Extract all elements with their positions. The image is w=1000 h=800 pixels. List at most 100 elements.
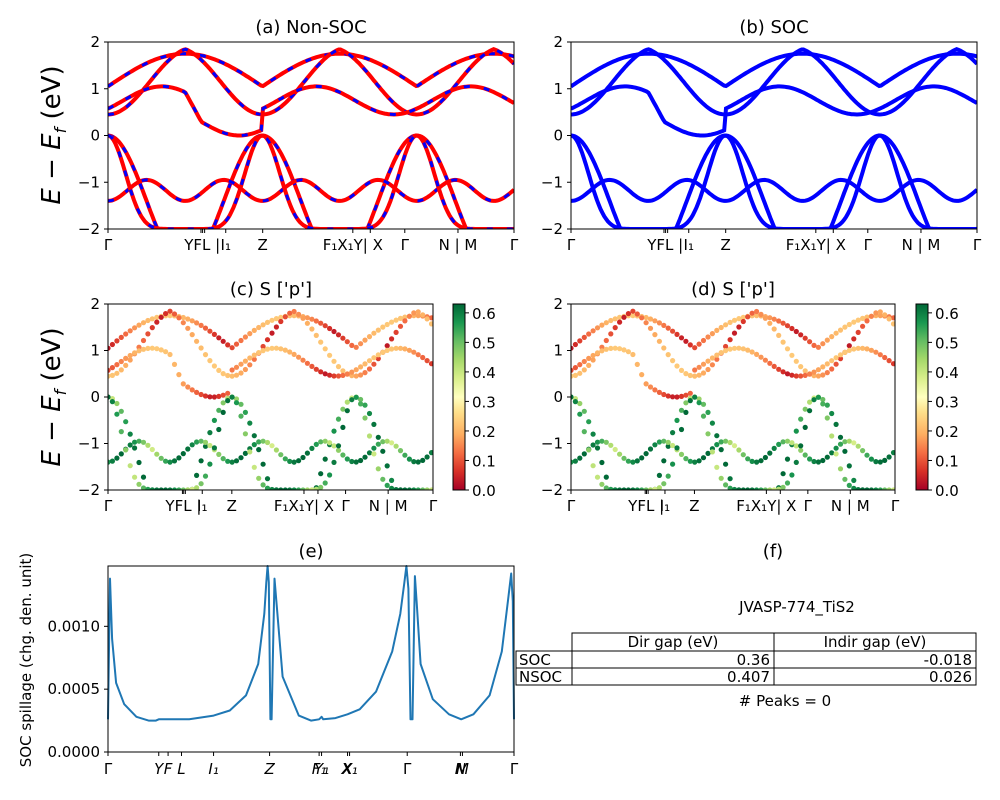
band-point — [617, 451, 623, 457]
band-point — [873, 497, 878, 502]
band-point — [683, 400, 689, 406]
band-point — [291, 351, 297, 357]
band-point — [665, 439, 671, 445]
x-tick-label: N | M — [831, 497, 870, 515]
band-point — [389, 336, 395, 342]
band-point — [296, 311, 302, 317]
x-tick-label: F₁X₁Y| X — [736, 497, 796, 515]
x-tick-label: Y — [154, 760, 165, 778]
band-line-soc — [571, 133, 977, 229]
band-point — [402, 487, 408, 490]
band-point — [815, 367, 822, 373]
band-point — [643, 381, 649, 387]
band-point — [154, 319, 160, 325]
band-point — [194, 485, 200, 490]
band-point — [185, 316, 191, 322]
band-point — [291, 487, 297, 490]
band-point — [384, 343, 390, 349]
band-point — [260, 482, 266, 488]
band-point — [886, 316, 892, 322]
band-point — [736, 447, 742, 453]
band-point — [754, 308, 760, 315]
band-point — [740, 487, 746, 490]
band-point — [109, 372, 115, 378]
band-point — [397, 315, 404, 321]
y-tick-label: 0 — [90, 388, 100, 406]
band-point — [375, 441, 381, 447]
band-point — [617, 487, 623, 490]
band-point — [692, 373, 698, 379]
band-point — [123, 419, 129, 425]
band-point — [829, 433, 835, 439]
band-point — [229, 345, 235, 351]
band-line-soc-dashed — [108, 84, 514, 137]
band-point — [882, 457, 888, 463]
band-point — [718, 439, 724, 445]
band-point — [683, 409, 689, 415]
band-point — [300, 454, 306, 461]
x-tick-label: YFL | — [646, 236, 683, 254]
plot-area — [108, 47, 514, 229]
band-point — [118, 367, 124, 373]
band-point — [132, 445, 138, 451]
band-point — [185, 325, 191, 331]
band-point — [127, 431, 133, 437]
band-point — [727, 485, 733, 490]
band-point — [674, 394, 680, 400]
table-cell-soc-indir: -0.018 — [924, 651, 972, 669]
band-point — [846, 347, 852, 353]
band-point — [621, 487, 627, 490]
band-point — [411, 310, 417, 316]
band-point — [617, 346, 623, 352]
colorbar-tick-label: 0.2 — [472, 423, 496, 441]
band-point — [233, 364, 240, 370]
band-point — [159, 497, 164, 502]
band-point — [692, 367, 698, 373]
band-point — [820, 396, 826, 403]
band-point — [603, 320, 609, 326]
band-point — [366, 334, 373, 340]
band-point — [700, 455, 707, 461]
band-point — [824, 415, 830, 421]
band-point — [402, 314, 408, 320]
band-point — [247, 362, 253, 368]
band-point — [216, 393, 222, 399]
band-point — [344, 408, 350, 414]
x-tick-label: F₁ — [312, 760, 327, 778]
band-point — [189, 332, 195, 338]
band-point — [700, 337, 707, 344]
band-point — [207, 442, 213, 449]
band-point — [216, 451, 222, 457]
band-point — [793, 358, 799, 364]
band-point — [287, 487, 293, 490]
band-point — [344, 339, 350, 345]
band-point — [318, 439, 324, 445]
band-point — [815, 459, 822, 465]
band-point — [327, 372, 333, 378]
band-point — [784, 438, 791, 444]
band-point — [407, 497, 412, 502]
band-point — [586, 419, 592, 425]
band-point — [890, 361, 895, 367]
band-point — [335, 332, 342, 338]
band-point — [868, 347, 875, 353]
band-point — [264, 337, 271, 343]
x-tick-label: Z — [227, 497, 237, 515]
band-point — [873, 459, 879, 465]
band-point — [696, 341, 702, 347]
band-point — [340, 424, 346, 430]
band-point — [344, 456, 350, 462]
band-point — [198, 481, 204, 487]
band-point — [709, 449, 716, 455]
colorbar — [452, 303, 466, 491]
x-tick-label: X₁ — [340, 760, 357, 778]
band-point — [736, 345, 742, 351]
x-tick-label: N | M — [369, 497, 408, 515]
band-point — [824, 337, 830, 343]
band-point — [670, 328, 676, 334]
band-point — [140, 337, 147, 344]
band-point — [789, 325, 795, 332]
band-point — [581, 334, 587, 340]
band-point — [167, 487, 173, 490]
